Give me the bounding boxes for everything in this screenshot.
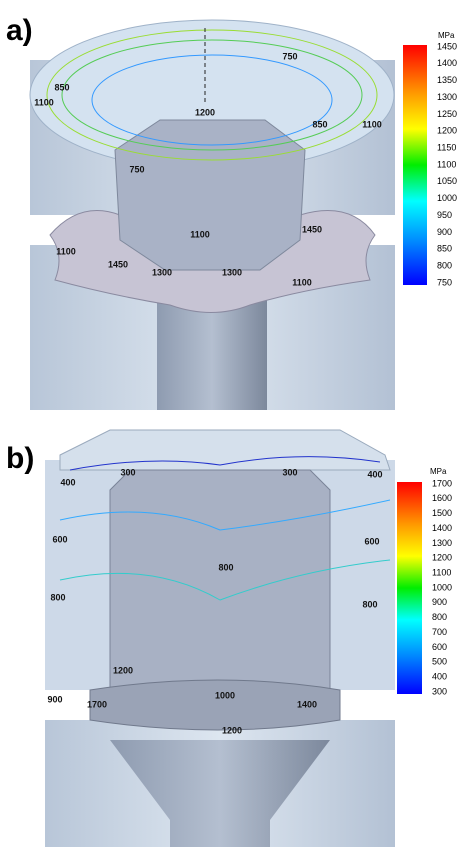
colorbar-tick-label: 1000 [432,582,452,592]
colorbar-tick-label: 1200 [432,553,452,563]
contour-label: 1300 [222,267,242,277]
colorbar-tick-label: 1500 [432,508,452,518]
contour-label: 1450 [302,224,322,234]
contour-label: 1100 [292,277,312,287]
colorbar-tick-label: 1600 [432,493,452,503]
colorbar-tick-label: 800 [432,612,447,622]
colorbar-unit: MPa [430,467,447,476]
colorbar-tick-label: 300 [432,686,447,696]
colorbar-tick-label: 850 [437,244,452,254]
colorbar-tick-label: 1000 [437,193,457,203]
colorbar-tick-label: 1300 [437,92,457,102]
colorbar-tick-label: 800 [437,261,452,271]
colorbar [397,482,422,694]
colorbar-tick-label: 400 [432,672,447,682]
colorbar-tick-label: 1200 [437,126,457,136]
contour-label: 1100 [190,229,210,239]
panel-a-image [30,20,395,410]
contour-label: 850 [312,119,327,129]
colorbar-unit: MPa [438,31,455,40]
panel-label: a) [6,14,33,47]
colorbar-tick-label: 1100 [432,568,451,578]
contour-label: 600 [364,536,379,546]
contour-label: 1400 [297,699,317,709]
contour-label: 1450 [108,259,128,269]
colorbar-tick-label: 500 [432,657,447,667]
panel-label: b) [6,442,34,475]
contour-label: 400 [367,469,382,479]
colorbar-tick-label: 1250 [437,109,457,119]
contour-label: 300 [282,467,297,477]
contour-label: 750 [129,164,144,174]
colorbar-tick-label: 1350 [437,75,457,85]
colorbar-tick-label: 1050 [437,176,457,186]
colorbar-tick-label: 700 [432,627,447,637]
colorbar-tick-label: 1300 [432,538,452,548]
contour-label: 300 [120,467,135,477]
contour-label: 1300 [152,267,172,277]
colorbar-tick-label: 1150 [437,143,456,153]
contour-label: 1200 [113,665,133,675]
colorbar-tick-label: 1400 [432,523,452,533]
contour-label: 800 [218,562,233,572]
contour-label: 600 [52,534,67,544]
contour-label: 750 [282,51,297,61]
colorbar-tick-label: 1450 [437,41,457,51]
colorbar-tick-label: 1100 [437,159,456,169]
colorbar-tick-label: 900 [432,597,447,607]
contour-label: 1200 [195,107,215,117]
colorbar-tick-label: 950 [437,210,452,220]
contour-label: 1000 [215,690,235,700]
contour-label: 900 [47,694,62,704]
contour-label: 800 [362,599,377,609]
colorbar [403,45,427,285]
contour-label: 1700 [87,699,107,709]
colorbar-tick-label: 600 [432,642,447,652]
figure: a) b) MPa1450140013501300125012001150110… [0,0,462,847]
colorbar-tick-label: 900 [437,227,452,237]
colorbar-tick-label: 1400 [437,58,457,68]
contour-label: 850 [54,82,69,92]
contour-label: 400 [60,477,75,487]
contour-label: 800 [50,592,65,602]
contour-label: 1100 [362,119,382,129]
contour-label: 1100 [34,97,54,107]
contour-label: 1100 [56,246,76,256]
panel-b-image [45,430,395,847]
contour-label: 1200 [222,725,242,735]
colorbar-tick-label: 1700 [432,478,452,488]
colorbar-tick-label: 750 [437,277,452,287]
